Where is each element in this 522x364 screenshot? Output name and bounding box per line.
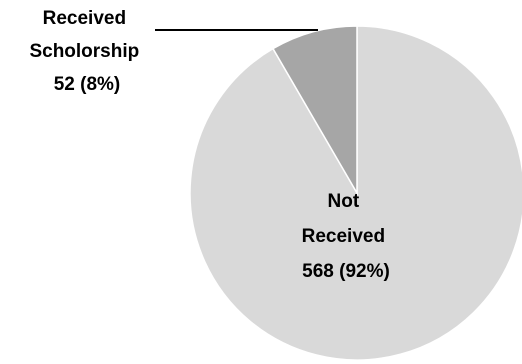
not-received-line-2: Received xyxy=(302,226,385,247)
not-received-value: 568 (92%) xyxy=(302,261,390,282)
received-value: 52 (8%) xyxy=(54,74,121,95)
pie-slices xyxy=(189,25,522,361)
slice-not-received xyxy=(189,25,522,361)
received-line-2: Scholorship xyxy=(29,41,139,62)
slice-label-received: Received Scholorship 52 (8%) xyxy=(29,8,144,95)
slice-received xyxy=(271,25,358,196)
slice-label-not-received: Not Received 568 (92%) xyxy=(302,191,391,282)
not-received-line-1: Not xyxy=(328,191,360,212)
received-line-1: Received xyxy=(43,8,126,29)
